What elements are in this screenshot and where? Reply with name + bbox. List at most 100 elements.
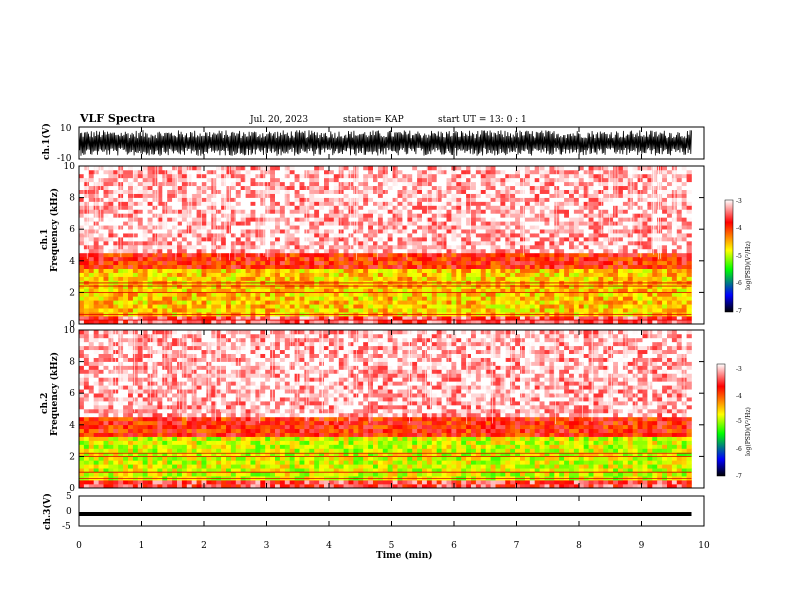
spectrogram-cell bbox=[426, 237, 433, 242]
spectrogram-cell bbox=[524, 284, 531, 289]
spectrogram-cell bbox=[167, 197, 173, 202]
spectrogram-cell bbox=[299, 300, 305, 305]
spectrogram-cell bbox=[113, 296, 119, 301]
spectrogram-cell bbox=[475, 229, 482, 234]
spectrogram-cell bbox=[456, 229, 462, 234]
spectrogram-cell bbox=[221, 316, 227, 321]
spectrogram-cell bbox=[118, 284, 124, 289]
spectrogram-cell bbox=[113, 177, 119, 183]
spectrogram-cell bbox=[632, 288, 638, 293]
spectrogram-cell bbox=[412, 205, 418, 210]
spectrogram-cell bbox=[328, 177, 335, 183]
spectrogram-cell bbox=[142, 316, 148, 321]
spectrogram-cell bbox=[559, 189, 565, 194]
spectrogram-cell bbox=[412, 221, 418, 226]
spectrogram-cell bbox=[221, 166, 227, 171]
spectrogram-cell bbox=[343, 237, 349, 242]
spectrogram-cell bbox=[529, 177, 535, 183]
spectrogram-cell bbox=[265, 296, 271, 301]
spectrogram-cell bbox=[216, 245, 222, 250]
spectrogram-cell bbox=[412, 189, 418, 194]
spectrogram-cell bbox=[93, 300, 99, 305]
spectrogram-cell bbox=[387, 189, 393, 194]
spectrogram-cell bbox=[255, 205, 261, 210]
spectrogram-cell bbox=[480, 268, 486, 273]
spectrogram-cell bbox=[201, 201, 207, 206]
spectrogram-cell bbox=[520, 268, 526, 273]
spectrogram-cell bbox=[186, 245, 192, 250]
spectrogram-cell bbox=[622, 272, 629, 277]
spectrogram-cell bbox=[206, 296, 212, 301]
spectrogram-cell bbox=[422, 296, 428, 301]
spectrogram-cell bbox=[676, 292, 682, 297]
spectrogram-cell bbox=[289, 201, 295, 206]
spectrogram-cell bbox=[480, 304, 486, 309]
spectrogram-cell bbox=[167, 248, 173, 254]
spectrogram-cell bbox=[289, 264, 295, 269]
spectrogram-cell bbox=[593, 241, 599, 246]
spectrogram-cell bbox=[485, 166, 491, 171]
spectrogram-cell bbox=[279, 300, 286, 305]
spectrogram-cell bbox=[270, 181, 276, 187]
spectrogram-cell bbox=[181, 264, 188, 269]
spectrogram-cell bbox=[137, 241, 143, 246]
spectrogram-cell bbox=[603, 233, 609, 238]
spectrogram-cell bbox=[93, 320, 99, 325]
spectrogram-cell bbox=[490, 292, 496, 297]
spectrogram-cell bbox=[147, 296, 153, 301]
spectrogram-cell bbox=[294, 166, 300, 171]
spectrogram-cell bbox=[147, 256, 153, 262]
spectrogram-cell bbox=[255, 233, 261, 238]
spectrogram-cell bbox=[260, 181, 266, 187]
spectrogram-cell bbox=[132, 248, 139, 254]
spectrogram-cell bbox=[520, 308, 526, 313]
spectrogram-cell bbox=[671, 189, 678, 194]
spectrogram-cell bbox=[167, 304, 173, 309]
spectrogram-cell bbox=[270, 316, 276, 321]
spectrogram-cell bbox=[637, 268, 643, 273]
spectrogram-cell bbox=[642, 300, 648, 305]
spectrogram-cell bbox=[88, 169, 94, 175]
spectrogram-cell bbox=[505, 229, 511, 234]
spectrogram-cell bbox=[505, 217, 511, 222]
spectrogram-cell bbox=[676, 241, 682, 246]
spectrogram-cell bbox=[569, 169, 575, 175]
spectrogram-cell bbox=[515, 229, 521, 234]
spectrogram-cell bbox=[260, 177, 266, 183]
spectrogram-cell bbox=[137, 276, 143, 281]
spectrogram-cell bbox=[583, 241, 589, 246]
spectrogram-cell bbox=[240, 185, 246, 190]
spectrogram-cell bbox=[304, 252, 310, 258]
spectrogram-cell bbox=[108, 292, 114, 297]
spectrogram-cell bbox=[137, 288, 143, 293]
spectrogram-cell bbox=[186, 241, 192, 246]
spectrogram-cell bbox=[422, 300, 428, 305]
spectrogram-cell bbox=[245, 193, 251, 198]
spectrogram-cell bbox=[162, 245, 168, 250]
spectrogram-cell bbox=[128, 201, 134, 206]
spectrogram-cell bbox=[186, 316, 192, 321]
spectrogram-cell bbox=[534, 177, 540, 183]
spectrogram-cell bbox=[309, 276, 315, 281]
spectrogram-cell bbox=[662, 213, 668, 218]
spectrogram-cell bbox=[123, 264, 129, 269]
spectrogram-cell bbox=[270, 189, 276, 194]
spectrogram-cell bbox=[294, 233, 300, 238]
spectrogram-cell bbox=[314, 201, 320, 206]
spectrogram-cell bbox=[348, 197, 354, 202]
spectrogram-cell bbox=[573, 189, 580, 194]
spectrogram-cell bbox=[573, 316, 580, 321]
spectrogram-cell bbox=[598, 241, 604, 246]
spectrogram-cell bbox=[260, 268, 266, 273]
spectrogram-cell bbox=[191, 260, 197, 266]
spectrogram-cell bbox=[397, 201, 403, 206]
spectrogram-cell bbox=[554, 221, 560, 226]
spectrogram-cell bbox=[152, 252, 158, 258]
spectrogram-cell bbox=[216, 284, 222, 289]
spectrogram-cell bbox=[417, 173, 423, 179]
spectrogram-cell bbox=[515, 197, 521, 202]
spectrogram-cell bbox=[309, 237, 315, 242]
spectrogram-cell bbox=[324, 225, 330, 230]
spectrogram-cell bbox=[603, 169, 609, 175]
spectrogram-cell bbox=[417, 193, 423, 198]
